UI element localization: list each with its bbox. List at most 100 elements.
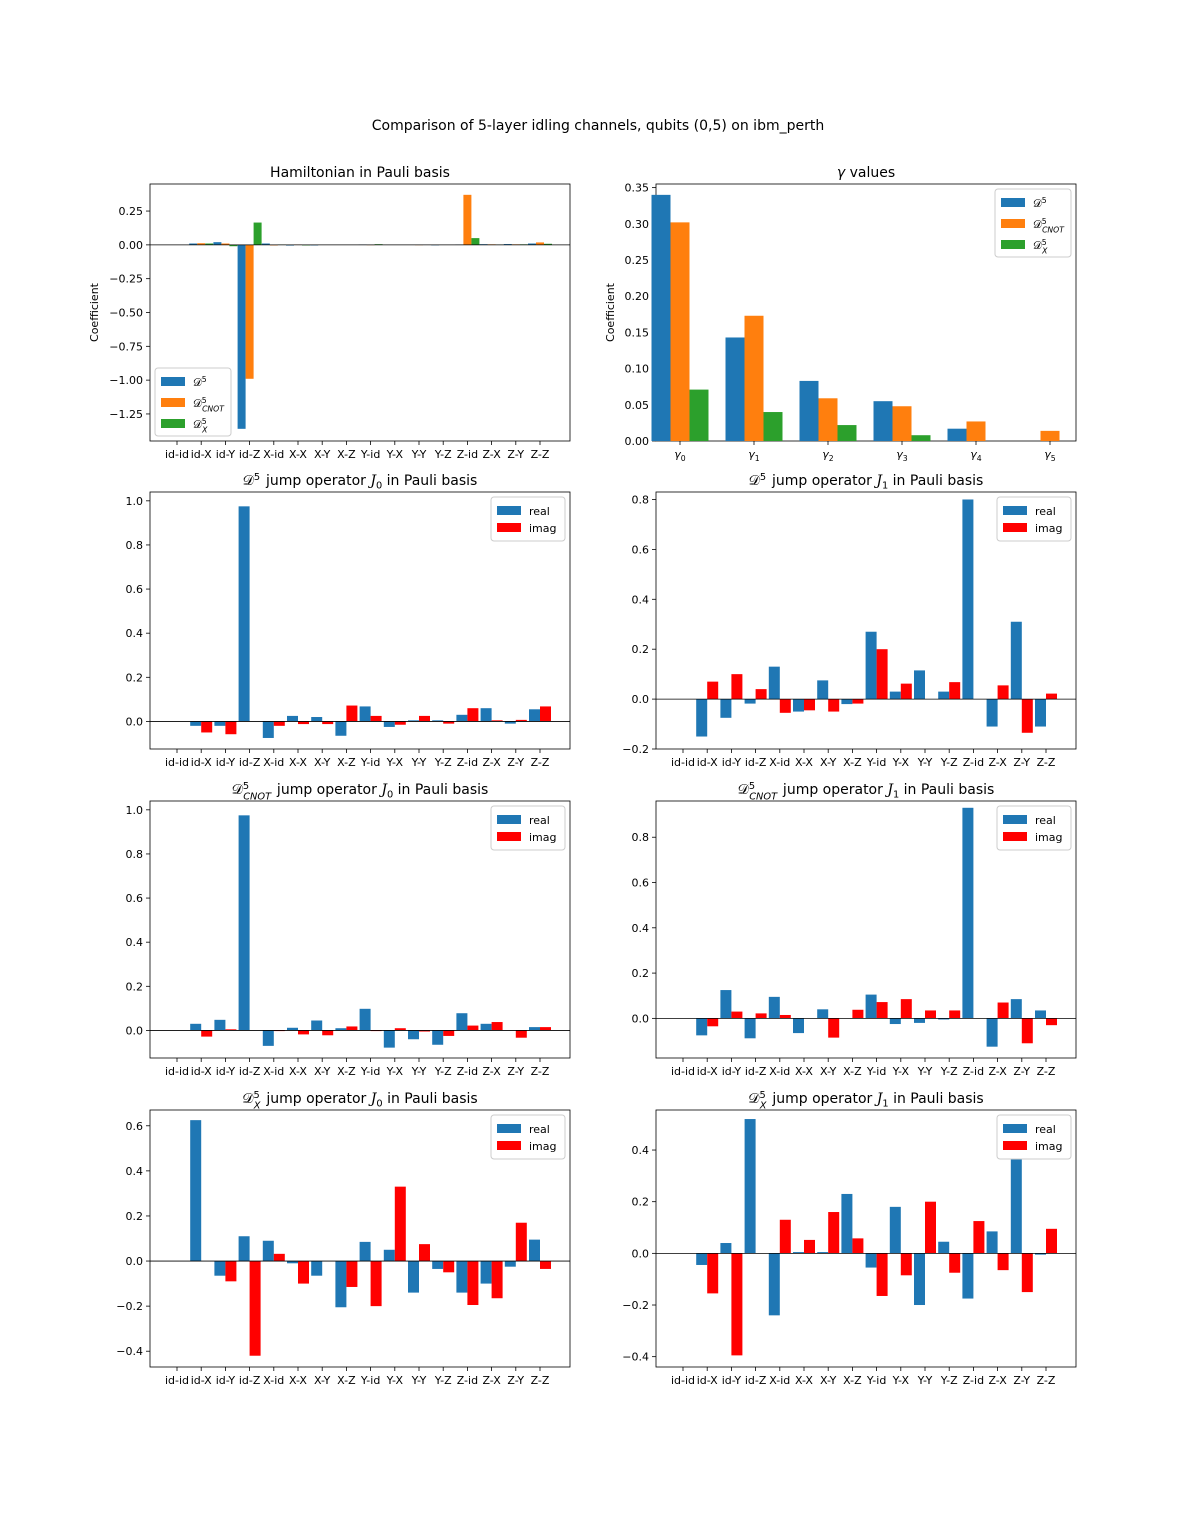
bar xyxy=(298,721,309,725)
y-tick-label: 0.25 xyxy=(119,205,144,218)
legend-swatch xyxy=(1003,506,1027,515)
plot-frame xyxy=(655,1109,1077,1368)
bar xyxy=(818,398,838,441)
bar xyxy=(540,1027,551,1031)
bar xyxy=(480,1023,492,1031)
bar xyxy=(540,1261,551,1269)
bar xyxy=(544,243,552,245)
x-tick-label: id-Y xyxy=(216,756,236,769)
y-tick-label: 0.0 xyxy=(632,1247,650,1260)
x-tick-label: Y-X xyxy=(386,1065,404,1078)
legend-swatch xyxy=(1003,1124,1027,1133)
bar xyxy=(793,1018,804,1034)
bar xyxy=(817,680,829,700)
bar xyxy=(799,380,819,441)
bar xyxy=(1010,1159,1022,1254)
chart-title: 𝒟5 X jump operator J0 in Pauli basis xyxy=(242,1090,477,1112)
bar xyxy=(311,717,323,722)
y-tick-label: 0.4 xyxy=(632,593,650,606)
x-tick-label: id-Y xyxy=(722,1065,742,1078)
x-tick-label: X-id xyxy=(769,1065,790,1078)
bar xyxy=(720,990,732,1019)
y-tick-label: 0.6 xyxy=(126,892,144,905)
x-tick-label: X-X xyxy=(795,1374,813,1387)
x-tick-label: Z-Z xyxy=(1037,1374,1056,1387)
chart-title: 𝒟5 jump operator J0 in Pauli basis xyxy=(243,472,478,491)
bar xyxy=(997,1002,1009,1019)
bar xyxy=(1035,1253,1046,1255)
x-tick-label: Z-X xyxy=(988,1065,1007,1078)
x-tick-label: Z-Z xyxy=(531,1374,550,1387)
legend-swatch xyxy=(161,398,185,407)
bar xyxy=(214,721,226,726)
bar xyxy=(1010,621,1022,700)
bar xyxy=(841,1193,853,1254)
bar xyxy=(491,1022,503,1031)
x-tick-label: id-Z xyxy=(239,1374,261,1387)
x-tick-label: X-id xyxy=(263,448,284,461)
bar xyxy=(889,691,901,700)
chart-panel-4: 𝒟5 jump operator J1 in Pauli basis −0.2 0.… xyxy=(622,472,1077,769)
x-tick-label: Z-Y xyxy=(1013,1374,1030,1387)
x-tick-label: id-Z xyxy=(239,448,261,461)
bar xyxy=(744,699,756,704)
x-tick-label: id-Z xyxy=(239,756,261,769)
bar xyxy=(298,1261,309,1284)
bar xyxy=(949,1253,961,1273)
bar xyxy=(443,721,455,724)
y-tick-label: 0.8 xyxy=(632,831,650,844)
legend-label: real xyxy=(529,814,550,827)
chart-panel-3: 𝒟5 jump operator J0 in Pauli basis 0.0 0.2… xyxy=(126,472,571,769)
bar xyxy=(237,244,246,429)
x-tick-label: Z-Y xyxy=(1013,756,1030,769)
chart-title: 𝒟5 CNOT jump operator J0 in Pauli basis xyxy=(232,781,489,803)
bar xyxy=(359,1241,371,1262)
bar xyxy=(707,1018,719,1027)
x-tick-label: id-Z xyxy=(239,1065,261,1078)
legend-swatch xyxy=(1001,219,1025,228)
x-tick-label: Y-id xyxy=(360,1065,380,1078)
bar xyxy=(973,1221,985,1254)
legend-swatch xyxy=(1003,523,1027,532)
bar xyxy=(731,1011,743,1019)
bar xyxy=(346,705,358,722)
y-tick-label: −0.25 xyxy=(109,273,143,286)
bar xyxy=(779,1014,791,1019)
bar xyxy=(938,691,950,700)
bar xyxy=(540,706,551,722)
legend: real imag xyxy=(490,1114,566,1160)
x-tick-label: Y-X xyxy=(892,1065,910,1078)
bar xyxy=(1021,699,1033,733)
bar xyxy=(914,1018,925,1023)
y-tick-label: 0.6 xyxy=(632,543,650,556)
legend-swatch xyxy=(1003,815,1027,824)
bar xyxy=(190,1023,202,1031)
x-tick-label: Z-X xyxy=(482,448,501,461)
y-tick-label: 0.8 xyxy=(632,493,650,506)
bar xyxy=(229,244,238,247)
y-tick-label: 0.8 xyxy=(126,539,144,552)
x-tick-label: id-X xyxy=(191,1374,212,1387)
bar xyxy=(947,428,967,441)
bar xyxy=(962,807,974,1019)
legend-swatch xyxy=(1003,832,1027,841)
x-tick-label: id-X xyxy=(697,1374,718,1387)
y-tick-label: 0.0 xyxy=(126,1024,144,1037)
bar xyxy=(225,721,237,735)
y-tick-label: 0.6 xyxy=(126,1120,144,1133)
bar xyxy=(817,1252,829,1254)
legend-swatch xyxy=(1001,198,1025,207)
bar xyxy=(432,1030,444,1045)
chart-panel-6: 𝒟5 CNOT jump operator J1 in Pauli basis 0.… xyxy=(632,781,1077,1078)
bar xyxy=(852,1009,864,1019)
x-tick-label: Z-Y xyxy=(507,1374,524,1387)
bar xyxy=(504,1261,516,1267)
bar xyxy=(828,1018,840,1038)
bar xyxy=(938,1241,950,1254)
bar xyxy=(225,1029,237,1031)
x-tick-label: id-id xyxy=(671,756,695,769)
x-tick-label: Z-Y xyxy=(1013,1065,1030,1078)
x-tick-label: id-id xyxy=(165,756,189,769)
bar xyxy=(273,1253,285,1262)
